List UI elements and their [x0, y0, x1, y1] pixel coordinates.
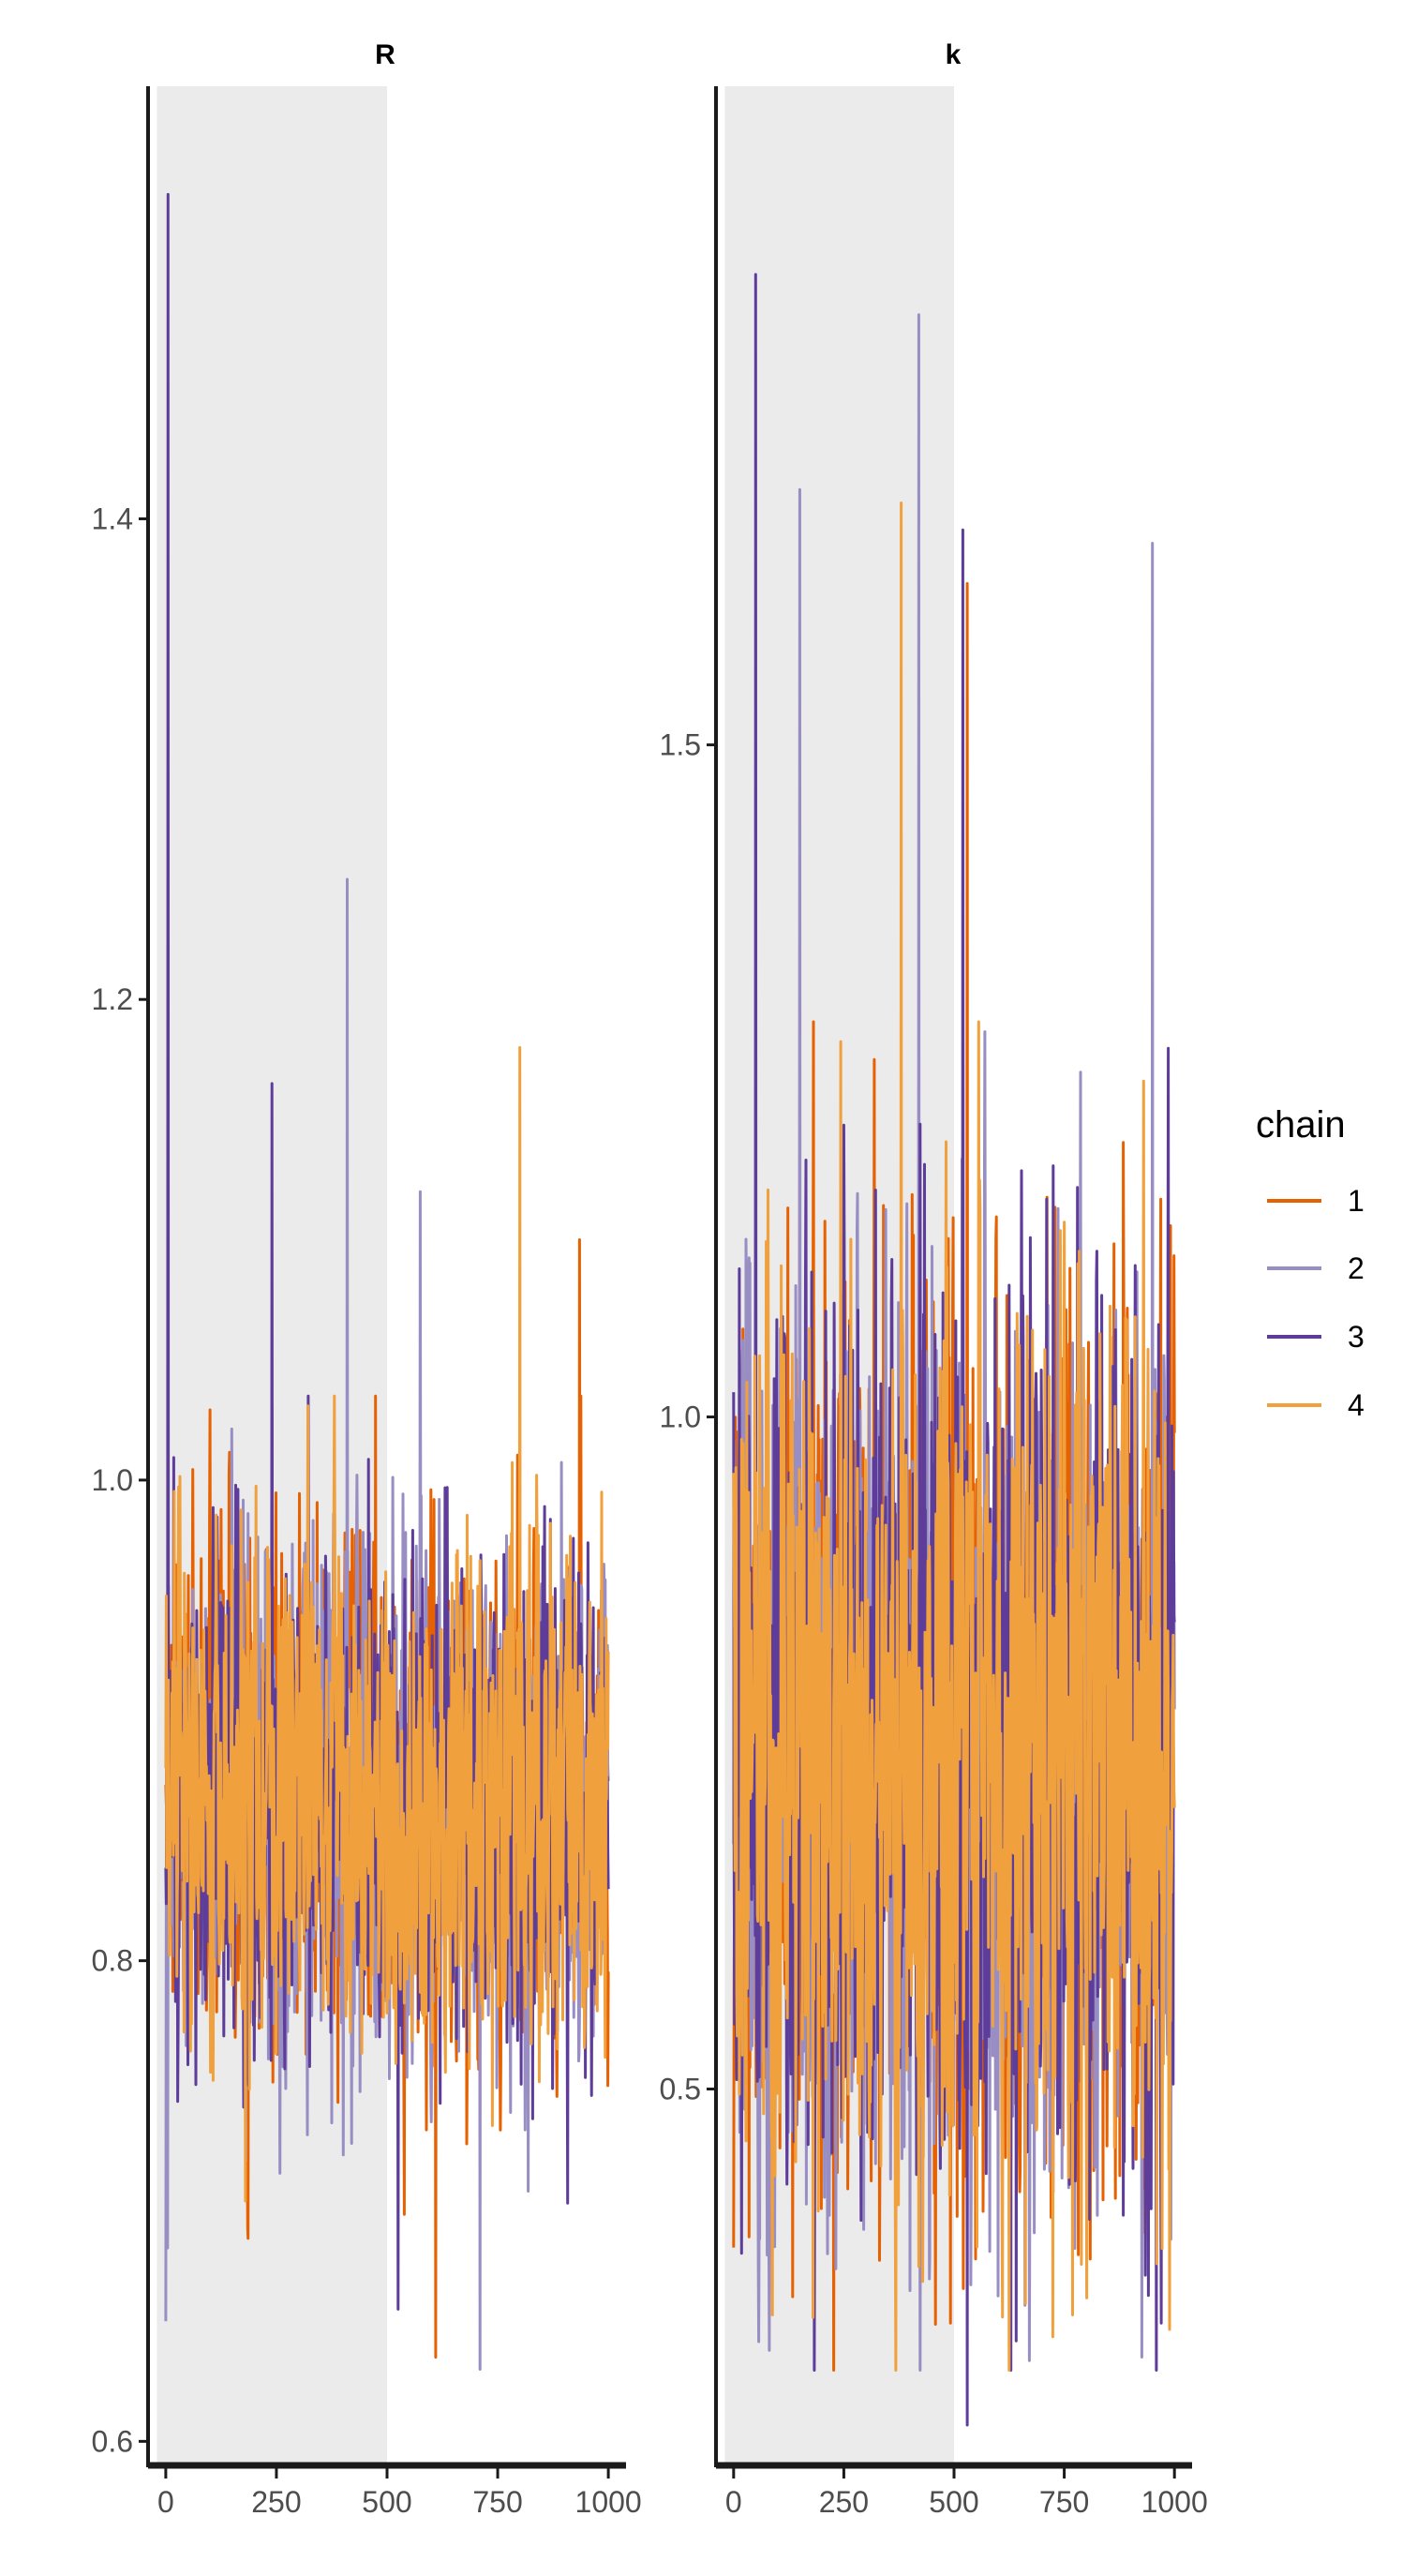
legend-entry: 4 [1267, 1388, 1365, 1422]
legend: chain 1 2 3 4 [1256, 1104, 1365, 1422]
legend-entry: 3 [1267, 1320, 1365, 1354]
y-tick-label: 1.5 [660, 728, 701, 762]
panel-r: 0.6 0.8 1.0 1.2 1.4 0 250 500 750 1000 R [92, 39, 642, 2519]
x-tick-label: 500 [929, 2485, 978, 2519]
x-tick-label: 1000 [575, 2485, 642, 2519]
legend-label: 3 [1348, 1320, 1365, 1354]
legend-entry: 2 [1267, 1251, 1365, 1285]
x-tick-label: 750 [1039, 2485, 1089, 2519]
panel-title-k: k [946, 39, 962, 70]
y-tick-label: 1.2 [92, 982, 133, 1016]
x-tick-label: 250 [819, 2485, 869, 2519]
x-tick-label: 1000 [1141, 2485, 1208, 2519]
legend-label: 4 [1348, 1388, 1365, 1422]
legend-entry: 1 [1267, 1184, 1365, 1218]
legend-label: 1 [1348, 1184, 1365, 1218]
panel-k: 0.5 1.0 1.5 0 250 500 750 1000 k [660, 39, 1208, 2519]
x-tick-label: 250 [251, 2485, 301, 2519]
y-tick-label: 0.8 [92, 1944, 133, 1978]
x-tick-label: 0 [157, 2485, 174, 2519]
x-tick-label: 0 [725, 2485, 742, 2519]
legend-title: chain [1256, 1104, 1346, 1146]
y-tick-label: 1.4 [92, 502, 133, 535]
series-line-chain-4 [732, 502, 1176, 2372]
y-tick-label: 1.0 [660, 1400, 701, 1434]
x-tick-label: 500 [362, 2485, 411, 2519]
y-tick-label: 0.5 [660, 2073, 701, 2106]
legend-label: 2 [1348, 1251, 1365, 1285]
panel-title-r: R [375, 39, 395, 70]
y-tick-label: 1.0 [92, 1463, 133, 1497]
series-line-chain-4 [164, 1046, 610, 2203]
y-tick-label: 0.6 [92, 2424, 133, 2458]
x-tick-label: 750 [472, 2485, 522, 2519]
